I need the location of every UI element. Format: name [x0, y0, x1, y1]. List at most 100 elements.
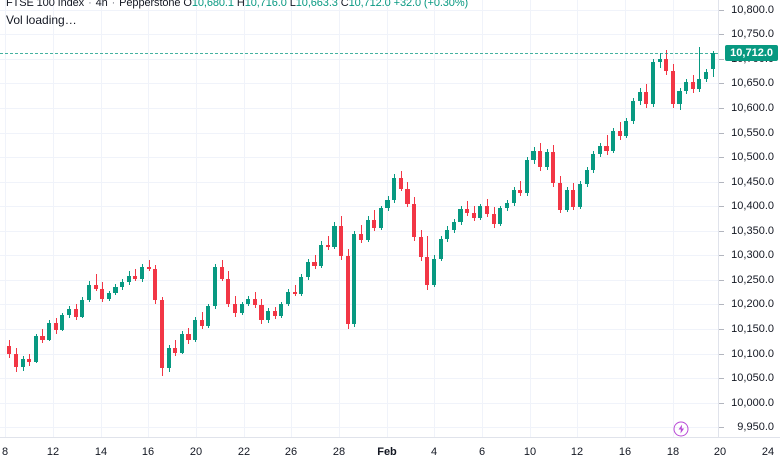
candle-body	[412, 204, 417, 237]
time-axis-tick: 6	[478, 446, 486, 458]
candle-body	[551, 152, 556, 183]
candle-body	[544, 152, 549, 167]
candle-body	[358, 233, 364, 240]
candle-body	[445, 229, 450, 239]
time-axis-tick: 26	[284, 446, 298, 458]
lightning-bolt-icon[interactable]	[673, 421, 689, 437]
candle-body	[378, 208, 383, 228]
candle-body	[524, 160, 529, 194]
price-axis-tick-mark	[719, 181, 724, 183]
candle-body	[133, 275, 138, 279]
price-axis-tick-mark	[719, 279, 724, 281]
candle-body	[299, 276, 304, 294]
grid-line-horizontal	[0, 378, 718, 380]
price-axis-tick: 10,550.0	[731, 126, 774, 139]
candle-body	[153, 269, 158, 301]
chart-plot-area[interactable]	[0, 0, 718, 437]
time-axis[interactable]: 8 12 14 16 20 22 26 28 Feb 4 6 10 12 16 18 20 24	[0, 421, 780, 470]
candle-body	[418, 236, 423, 258]
price-axis[interactable]: 10,800.010,750.010,700.010,650.010,600.0…	[718, 0, 780, 437]
price-axis-tick: 10,150.0	[731, 322, 774, 335]
candle-body	[100, 288, 105, 299]
price-axis-tick-mark	[719, 206, 724, 208]
candle-body	[385, 200, 390, 209]
time-axis-tick: Feb	[377, 446, 397, 458]
grid-line-horizontal	[0, 279, 718, 281]
candle-body	[86, 284, 91, 300]
grid-line-horizontal	[0, 402, 718, 404]
time-axis-tick: 18	[666, 446, 680, 458]
candle-body	[305, 262, 310, 277]
time-axis-tick: 24	[761, 446, 775, 458]
candle-body	[60, 315, 65, 330]
grid-line-horizontal	[0, 230, 718, 232]
candle-body	[73, 309, 78, 317]
candle-body	[657, 58, 662, 62]
candle-body	[465, 209, 470, 214]
candle-body	[93, 284, 98, 289]
candle-body	[558, 182, 563, 211]
candle-body	[504, 203, 510, 209]
candle-body	[398, 177, 403, 189]
candle-body	[611, 130, 616, 152]
candle-body	[7, 346, 12, 354]
candle-body	[684, 82, 689, 92]
current-price-badge[interactable]: 10,712.0	[725, 45, 778, 62]
candle-wick	[295, 284, 296, 296]
grid-line-vertical	[53, 0, 54, 437]
candle-body	[27, 359, 32, 363]
grid-line-horizontal	[0, 9, 718, 11]
candle-body	[80, 299, 85, 317]
grid-line-vertical	[673, 0, 674, 437]
candle-body	[650, 61, 655, 105]
time-axis-tick: 8	[1, 446, 9, 458]
candle-body	[637, 92, 642, 102]
candle-body	[405, 188, 410, 205]
candle-wick	[315, 255, 316, 270]
candle-body	[438, 238, 443, 260]
grid-line-vertical	[101, 0, 102, 437]
time-axis-tick: 16	[141, 446, 155, 458]
candle-wick	[328, 235, 329, 251]
price-axis-tick: 10,400.0	[731, 200, 774, 213]
candle-body	[597, 146, 602, 155]
price-axis-tick-mark	[719, 9, 724, 11]
price-axis-tick: 10,100.0	[731, 347, 774, 360]
candle-wick	[361, 224, 362, 243]
price-axis-tick-mark	[719, 328, 724, 330]
candle-wick	[149, 260, 150, 272]
price-axis-tick-mark	[719, 427, 724, 429]
candle-body	[458, 209, 463, 222]
candle-wick	[467, 201, 468, 217]
price-axis-tick-mark	[719, 34, 724, 36]
grid-line-horizontal	[0, 132, 718, 134]
price-axis-tick: 10,450.0	[731, 175, 774, 188]
grid-line-horizontal	[0, 427, 718, 429]
candle-body	[425, 257, 430, 285]
price-axis-tick-mark	[719, 378, 724, 380]
grid-line-vertical	[5, 0, 6, 437]
candle-body	[66, 309, 72, 316]
candle-body	[166, 347, 171, 369]
candle-body	[564, 189, 569, 211]
grid-line-horizontal	[0, 181, 718, 183]
candle-body	[697, 78, 702, 90]
candle-body	[571, 189, 576, 208]
grid-line-horizontal	[0, 83, 718, 85]
candle-body	[272, 311, 277, 317]
price-axis-tick-mark	[719, 304, 724, 306]
grid-line-vertical	[434, 0, 435, 437]
candle-body	[478, 206, 483, 218]
candle-wick	[607, 135, 608, 155]
time-axis-tick: 20	[713, 446, 727, 458]
grid-line-horizontal	[0, 157, 718, 159]
candle-body	[485, 206, 490, 215]
price-axis-tick-mark	[719, 83, 724, 85]
candle-body	[531, 151, 536, 161]
candle-body	[584, 169, 589, 184]
price-axis-tick-mark	[719, 132, 724, 134]
candle-wick	[96, 273, 97, 291]
grid-line-vertical	[530, 0, 531, 437]
price-axis-tick: 10,750.0	[731, 28, 774, 41]
candle-body	[33, 336, 38, 363]
